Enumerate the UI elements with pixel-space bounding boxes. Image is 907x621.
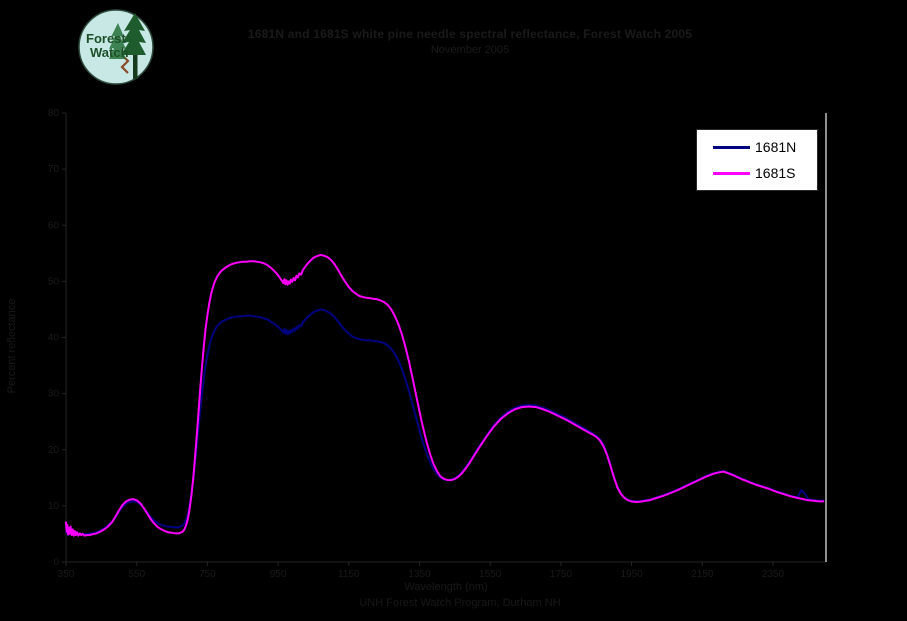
pine-tree-icon [109,13,146,79]
svg-text:20: 20 [48,445,60,456]
chart-title: 1681N and 1681S white pine needle spectr… [247,27,693,41]
svg-text:1350: 1350 [408,569,431,580]
svg-text:950: 950 [270,569,287,580]
svg-text:40: 40 [48,333,60,344]
svg-text:1950: 1950 [620,569,643,580]
chart-title-block: 1681N and 1681S white pine needle spectr… [140,27,800,56]
series-line-1681S [65,254,825,537]
svg-text:0: 0 [53,557,59,568]
svg-text:10: 10 [48,501,60,512]
legend-label: 1681S [755,165,796,181]
legend-label: 1681N [755,139,797,155]
svg-text:50: 50 [48,276,60,287]
legend-entry-1681N: 1681N [713,139,817,155]
chart-subtitle: November 2005 [430,44,510,56]
svg-text:2150: 2150 [691,569,714,580]
svg-text:1750: 1750 [550,569,573,580]
svg-text:750: 750 [199,569,216,580]
svg-text:30: 30 [48,389,60,400]
series-line-1681N [65,308,825,537]
chart-caption: UNH Forest Watch Program, Durham NH [359,597,561,609]
logo-text-watch: Watch [90,45,129,60]
logo-text-forest: Forest [86,31,126,46]
y-axis-title: Percent reflectance [6,298,18,394]
legend-line-sample-navy [713,145,750,149]
svg-text:60: 60 [48,220,60,231]
svg-text:1550: 1550 [479,569,502,580]
svg-text:80: 80 [48,108,60,119]
legend-box: 1681N 1681S [696,129,818,191]
legend-line-sample-magenta [713,171,750,175]
x-axis-title: Wavelength (nm) [404,581,488,593]
forest-watch-logo: Forest Watch [78,9,154,85]
svg-text:70: 70 [48,164,60,175]
svg-text:1150: 1150 [338,569,360,580]
svg-text:350: 350 [58,569,75,580]
legend-entry-1681S: 1681S [713,165,817,181]
svg-text:2350: 2350 [762,569,785,580]
svg-text:550: 550 [128,569,145,580]
